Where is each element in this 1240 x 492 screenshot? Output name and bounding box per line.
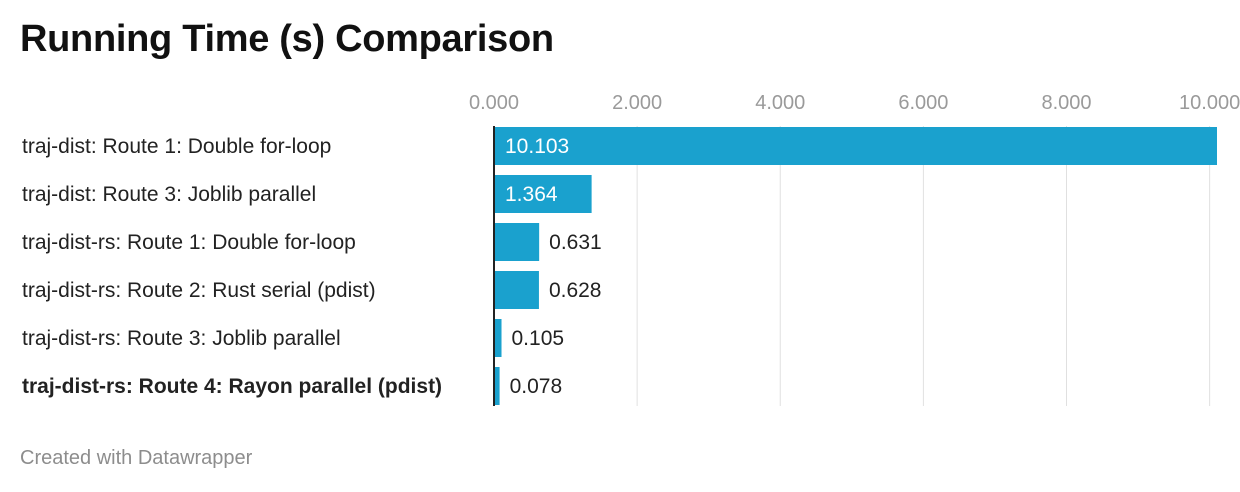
bar bbox=[494, 319, 502, 357]
bar bbox=[494, 367, 500, 405]
bar bbox=[494, 271, 539, 309]
gridlines bbox=[636, 126, 1211, 406]
value-labels: 10.103 1.364 0.631 0.628 0.105 0.078 bbox=[505, 135, 602, 398]
category-label: traj-dist-rs: Route 2: Rust serial (pdis… bbox=[22, 279, 376, 302]
footer-credit: Created with Datawrapper bbox=[20, 447, 253, 469]
category-label: traj-dist-rs: Route 3: Joblib parallel bbox=[22, 327, 341, 350]
bar bbox=[494, 223, 540, 261]
x-tick-label: 0.000 bbox=[469, 92, 519, 114]
category-label: traj-dist-rs: Route 1: Double for-loop bbox=[22, 231, 356, 254]
chart-title: Running Time (s) Comparison bbox=[20, 18, 554, 60]
value-label: 1.364 bbox=[505, 183, 558, 206]
bar bbox=[494, 127, 1217, 165]
category-label: traj-dist-rs: Route 4: Rayon parallel (p… bbox=[22, 375, 442, 398]
value-label: 10.103 bbox=[505, 135, 569, 158]
category-labels: traj-dist: Route 1: Double for-loop traj-… bbox=[22, 135, 442, 398]
x-tick-label: 10.000 bbox=[1179, 92, 1240, 114]
x-tick-label: 4.000 bbox=[755, 92, 805, 114]
x-tick-label: 6.000 bbox=[898, 92, 948, 114]
x-tick-label: 8.000 bbox=[1041, 92, 1091, 114]
value-label: 0.105 bbox=[512, 327, 565, 350]
category-label: traj-dist: Route 1: Double for-loop bbox=[22, 135, 331, 158]
value-label: 0.631 bbox=[549, 231, 602, 254]
x-tick-label: 2.000 bbox=[612, 92, 662, 114]
category-label: traj-dist: Route 3: Joblib parallel bbox=[22, 183, 316, 206]
value-label: 0.628 bbox=[549, 279, 602, 302]
bars bbox=[494, 127, 1217, 405]
bar bbox=[494, 175, 592, 213]
value-label: 0.078 bbox=[510, 375, 563, 398]
x-axis-ticks: 0.000 2.000 4.000 6.000 8.000 10.000 bbox=[469, 92, 1240, 114]
